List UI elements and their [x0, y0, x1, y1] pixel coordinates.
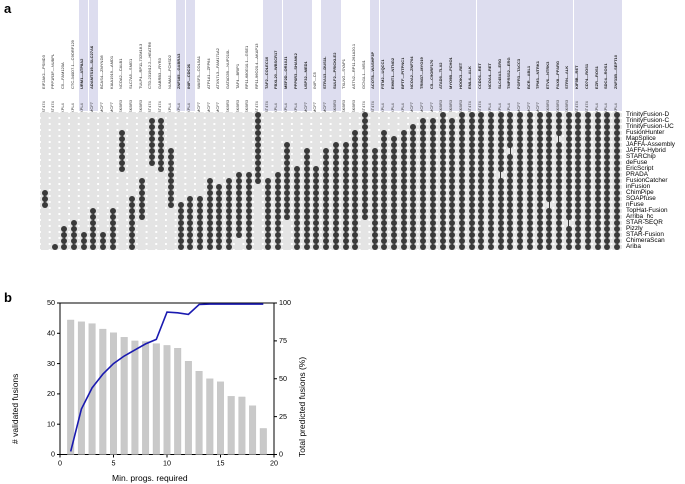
- svg-text:25: 25: [279, 412, 287, 421]
- svg-text:15: 15: [217, 459, 225, 468]
- svg-text:40: 40: [47, 329, 55, 338]
- svg-text:100: 100: [279, 298, 291, 307]
- svg-text:75: 75: [279, 336, 287, 345]
- svg-text:20: 20: [47, 389, 55, 398]
- svg-text:0: 0: [279, 450, 283, 459]
- svg-text:50: 50: [47, 298, 55, 307]
- svg-text:30: 30: [47, 359, 55, 368]
- svg-text:50: 50: [279, 374, 287, 383]
- svg-text:20: 20: [270, 459, 278, 468]
- svg-text:0: 0: [51, 450, 55, 459]
- svg-text:10: 10: [47, 419, 55, 428]
- svg-text:0: 0: [58, 459, 62, 468]
- svg-text:10: 10: [163, 459, 171, 468]
- svg-text:5: 5: [112, 459, 116, 468]
